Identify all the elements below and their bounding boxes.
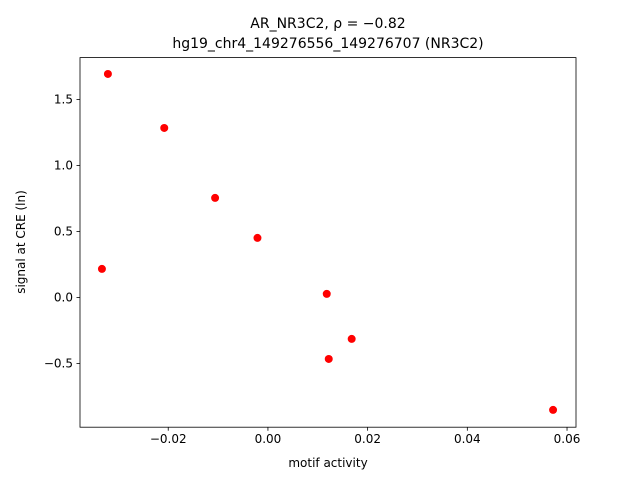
x-tick-label: 0.04 bbox=[454, 432, 481, 446]
point bbox=[211, 193, 220, 202]
y-tick-label: −0.5 bbox=[44, 356, 73, 370]
x-tick-label: 0.00 bbox=[255, 432, 282, 446]
point bbox=[160, 123, 169, 132]
y-tick-label: 0.0 bbox=[54, 290, 73, 304]
chart-subtitle: hg19_chr4_149276556_149276707 (NR3C2) bbox=[172, 36, 483, 52]
y-tick-label: 1.5 bbox=[54, 92, 73, 106]
point bbox=[322, 289, 331, 298]
y-tick-label: 1.0 bbox=[54, 158, 73, 172]
point bbox=[253, 233, 262, 242]
point bbox=[549, 405, 558, 414]
point bbox=[347, 334, 356, 343]
x-tick-label: 0.06 bbox=[554, 432, 581, 446]
chart-title: AR_NR3C2, ρ = −0.82 bbox=[250, 16, 405, 32]
x-tick-label: −0.02 bbox=[150, 432, 187, 446]
x-tick-label: 0.02 bbox=[354, 432, 381, 446]
y-axis-label: signal at CRE (ln) bbox=[14, 190, 28, 294]
plot-frame bbox=[79, 57, 577, 428]
point bbox=[103, 69, 112, 78]
y-tick-label: 0.5 bbox=[54, 224, 73, 238]
point bbox=[324, 354, 333, 363]
x-axis-label: motif activity bbox=[288, 456, 367, 470]
point bbox=[97, 264, 106, 273]
